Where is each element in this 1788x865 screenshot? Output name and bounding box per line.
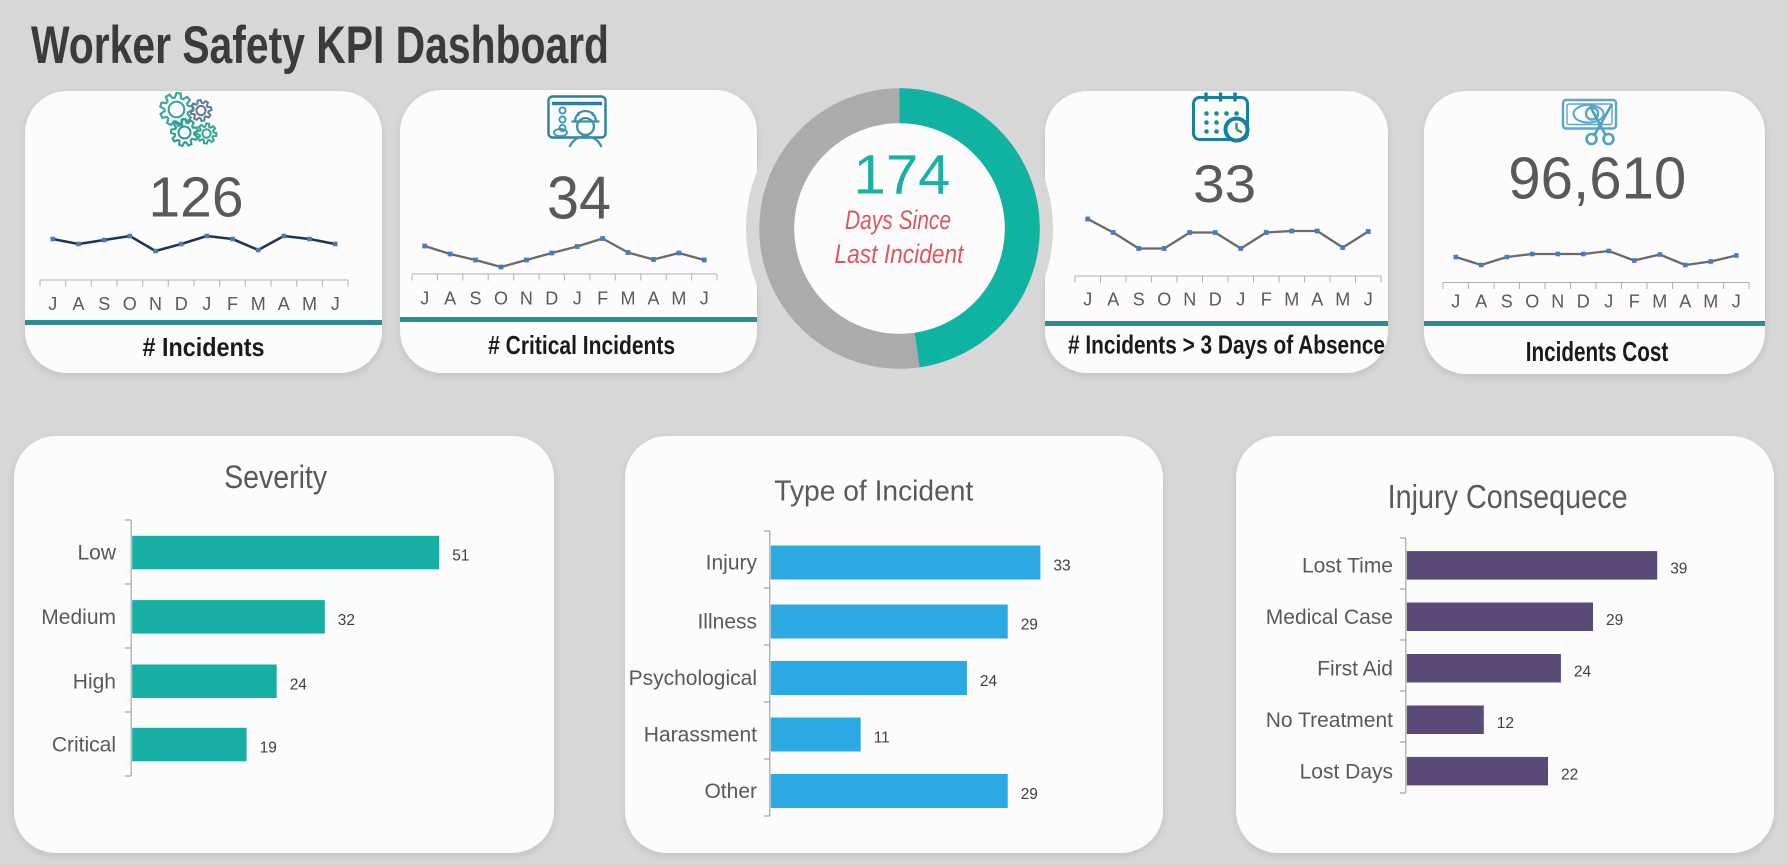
svg-text:51: 51 — [452, 548, 469, 565]
svg-text:Medical Case: Medical Case — [1266, 606, 1393, 629]
svg-text:96,610: 96,610 — [1508, 144, 1686, 211]
svg-text:F: F — [1629, 292, 1640, 312]
svg-text:O: O — [123, 294, 137, 314]
svg-text:M: M — [1335, 290, 1350, 310]
svg-text:D: D — [1209, 290, 1222, 310]
svg-text:Harassment: Harassment — [644, 724, 757, 747]
svg-text:11: 11 — [874, 730, 890, 747]
svg-text:29: 29 — [1606, 612, 1623, 629]
svg-text:Lost Days: Lost Days — [1300, 760, 1393, 783]
svg-text:Low: Low — [77, 542, 116, 565]
svg-text:High: High — [73, 670, 116, 693]
svg-text:M: M — [1703, 292, 1718, 312]
svg-text:O: O — [1157, 290, 1171, 310]
svg-text:M: M — [251, 294, 266, 314]
svg-text:F: F — [227, 294, 238, 314]
svg-text:S: S — [1133, 290, 1145, 310]
svg-text:A: A — [1311, 290, 1323, 310]
svg-text:Incidents Cost: Incidents Cost — [1526, 336, 1669, 367]
svg-text:A: A — [444, 289, 456, 309]
svg-text:34: 34 — [547, 164, 611, 232]
svg-text:D: D — [1577, 292, 1590, 312]
svg-text:Injury Consequece: Injury Consequece — [1388, 478, 1628, 515]
svg-text:Other: Other — [704, 780, 757, 803]
svg-text:F: F — [1261, 290, 1272, 310]
svg-text:F: F — [597, 289, 608, 309]
svg-text:O: O — [1525, 292, 1539, 312]
svg-text:J: J — [1732, 292, 1741, 312]
svg-text:Illness: Illness — [697, 611, 757, 634]
svg-text:J: J — [1364, 290, 1373, 310]
svg-text:22: 22 — [1561, 766, 1578, 783]
svg-text:N: N — [520, 289, 533, 309]
svg-text:J: J — [573, 289, 582, 309]
svg-text:Worker Safety KPI Dashboard: Worker Safety KPI Dashboard — [31, 16, 609, 75]
svg-text:N: N — [149, 294, 162, 314]
svg-text:J: J — [1236, 290, 1245, 310]
svg-text:Medium: Medium — [41, 606, 116, 629]
svg-text:J: J — [202, 294, 211, 314]
svg-text:J: J — [420, 289, 429, 309]
svg-text:S: S — [98, 294, 110, 314]
svg-text:M: M — [1652, 292, 1667, 312]
svg-text:First Aid: First Aid — [1317, 658, 1393, 681]
svg-text:29: 29 — [1021, 786, 1038, 803]
svg-text:No Treatment: No Treatment — [1266, 709, 1393, 732]
svg-text:24: 24 — [980, 673, 998, 690]
svg-text:D: D — [175, 294, 188, 314]
svg-text:19: 19 — [260, 740, 277, 757]
svg-text:M: M — [671, 289, 686, 309]
svg-text:M: M — [1284, 290, 1299, 310]
svg-text:J: J — [48, 294, 57, 314]
svg-text:N: N — [1551, 292, 1564, 312]
svg-text:A: A — [647, 289, 659, 309]
svg-text:A: A — [1679, 292, 1691, 312]
svg-text:A: A — [1475, 292, 1487, 312]
svg-text:M: M — [621, 289, 636, 309]
svg-text:# Incidents > 3 Days of Absenc: # Incidents > 3 Days of Absence — [1068, 330, 1385, 360]
svg-text:Lost Time: Lost Time — [1302, 555, 1393, 578]
svg-text:M: M — [302, 294, 317, 314]
svg-text:A: A — [1107, 290, 1119, 310]
svg-text:Type of Incident: Type of Incident — [774, 476, 973, 508]
svg-text:J: J — [1083, 290, 1092, 310]
svg-text:J: J — [1451, 292, 1460, 312]
svg-text:33: 33 — [1053, 558, 1070, 575]
svg-text:Psychological: Psychological — [629, 667, 757, 690]
svg-text:S: S — [1501, 292, 1513, 312]
svg-text:Last Incident: Last Incident — [835, 239, 965, 269]
svg-text:A: A — [72, 294, 84, 314]
svg-text:S: S — [469, 289, 481, 309]
svg-text:33: 33 — [1193, 155, 1256, 214]
svg-text:O: O — [494, 289, 508, 309]
svg-text:J: J — [700, 289, 709, 309]
svg-text:29: 29 — [1021, 617, 1038, 634]
svg-text:24: 24 — [290, 676, 308, 693]
svg-text:N: N — [1183, 290, 1196, 310]
svg-text:# Incidents: # Incidents — [143, 332, 265, 362]
svg-text:24: 24 — [1574, 664, 1592, 681]
svg-text:D: D — [545, 289, 558, 309]
svg-text:39: 39 — [1670, 561, 1687, 578]
svg-text:126: 126 — [149, 165, 244, 228]
svg-text:J: J — [1604, 292, 1613, 312]
svg-text:32: 32 — [338, 612, 355, 629]
svg-text:Severity: Severity — [224, 459, 327, 495]
svg-text:174: 174 — [854, 144, 951, 206]
svg-text:Injury: Injury — [706, 552, 758, 575]
svg-text:Critical: Critical — [52, 734, 116, 757]
svg-text:J: J — [331, 294, 340, 314]
svg-text:Days Since: Days Since — [845, 205, 951, 235]
svg-text:12: 12 — [1497, 715, 1514, 732]
svg-text:A: A — [278, 294, 290, 314]
svg-text:# Critical Incidents: # Critical Incidents — [488, 330, 675, 360]
